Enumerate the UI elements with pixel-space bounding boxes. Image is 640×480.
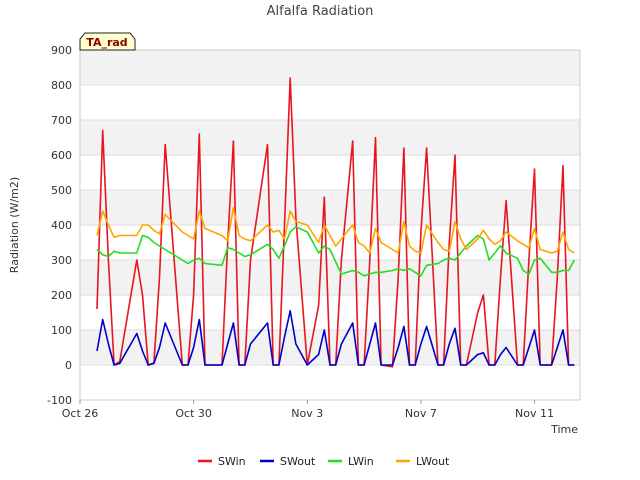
legend-label-swout: SWout xyxy=(280,455,316,468)
y-tick-label: 800 xyxy=(51,79,72,92)
plot-band xyxy=(80,50,580,85)
x-tick-label: Oct 30 xyxy=(175,407,212,420)
plot-band xyxy=(80,260,580,295)
y-tick-label: 700 xyxy=(51,114,72,127)
x-tick-label: Nov 7 xyxy=(405,407,437,420)
y-tick-label: 400 xyxy=(51,219,72,232)
x-axis-ticks: Oct 26 Oct 30 Nov 3 Nov 7 Nov 11 xyxy=(62,400,554,420)
x-tick-label: Oct 26 xyxy=(62,407,99,420)
y-tick-label: 600 xyxy=(51,149,72,162)
legend-label-swin: SWin xyxy=(218,455,246,468)
y-axis-label: Radiation (W/m2) xyxy=(8,177,21,273)
y-tick-label: 200 xyxy=(51,289,72,302)
legend: SWin SWout LWin LWout xyxy=(198,455,450,468)
badge-label: TA_rad xyxy=(86,36,127,49)
x-tick-label: Nov 3 xyxy=(291,407,323,420)
y-tick-label: 100 xyxy=(51,324,72,337)
ta-rad-badge: TA_rad xyxy=(79,32,136,51)
plot-band xyxy=(80,120,580,155)
x-axis-label: Time xyxy=(550,423,578,436)
series-line-lwout xyxy=(96,206,575,254)
y-axis-ticks: -100 0 100 200 300 400 500 600 700 800 900 xyxy=(47,44,72,407)
y-tick-label: 900 xyxy=(51,44,72,57)
legend-label-lwout: LWout xyxy=(416,455,450,468)
plot-area-frame xyxy=(79,49,581,401)
legend-label-lwin: LWin xyxy=(348,455,374,468)
series-line-lwin xyxy=(96,226,576,277)
y-tick-label: 300 xyxy=(51,254,72,267)
y-tick-label: 500 xyxy=(51,184,72,197)
series-layer xyxy=(96,77,576,368)
chart-title: Alfalfa Radiation xyxy=(267,4,374,19)
x-tick-label: Nov 11 xyxy=(515,407,554,420)
badge-shape xyxy=(79,32,136,51)
y-tick-label: -100 xyxy=(47,394,72,407)
y-tick-label: 0 xyxy=(65,359,72,372)
series-line-swout xyxy=(96,310,575,366)
